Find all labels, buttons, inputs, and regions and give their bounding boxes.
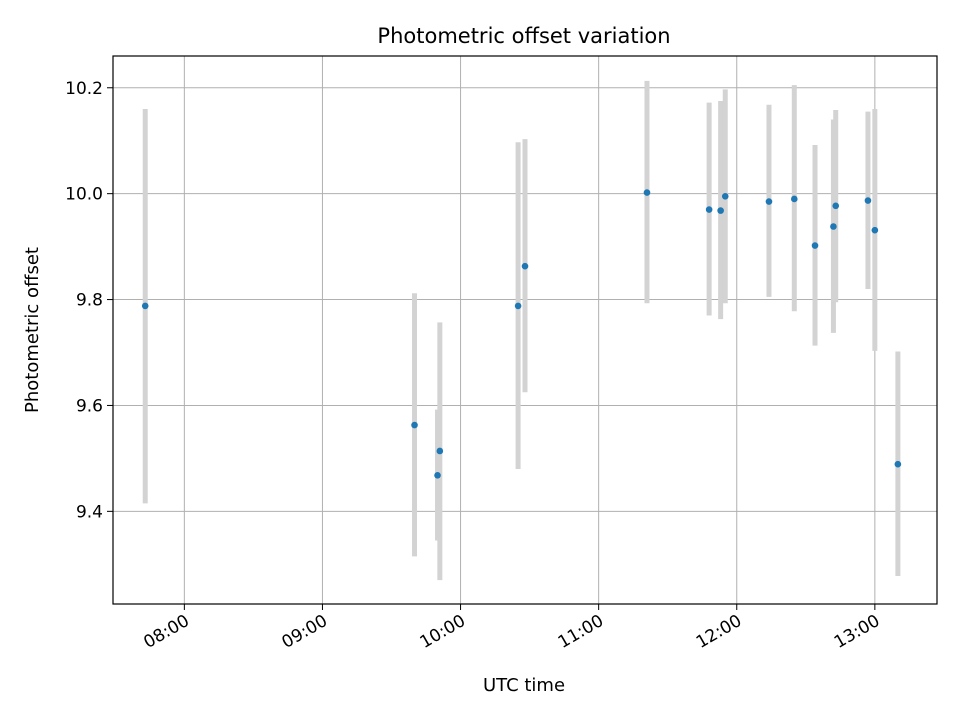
data-point: [434, 472, 441, 479]
data-point: [832, 202, 840, 210]
data-point: [790, 195, 798, 203]
data-point: [514, 302, 522, 310]
data-point: [721, 193, 729, 200]
data-point: [521, 262, 529, 270]
errorbar-layer: [142, 80, 901, 581]
x-tick-label: 08:00: [140, 611, 192, 653]
data-point: [864, 197, 872, 204]
data-point: [643, 189, 651, 196]
data-point: [141, 302, 149, 310]
y-tick-label: 9.6: [76, 396, 103, 416]
data-point: [705, 206, 713, 213]
y-axis-label: Photometric offset: [22, 247, 43, 413]
data-point: [436, 447, 444, 455]
y-tick-label: 10.0: [65, 185, 103, 205]
x-tick-label: 12:00: [693, 611, 745, 653]
y-tick-label: 9.8: [76, 291, 103, 311]
x-tick-label: 11:00: [555, 611, 607, 653]
plot-frame: [112, 55, 938, 605]
x-axis-label: UTC time: [483, 675, 565, 696]
chart-title: Photometric offset variation: [377, 24, 670, 48]
point-layer: [141, 189, 902, 479]
y-tick-label: 10.2: [65, 79, 103, 99]
x-tick-label: 09:00: [279, 611, 331, 653]
data-point: [717, 207, 724, 214]
data-point: [830, 223, 837, 230]
y-tick-label: 9.4: [76, 502, 103, 522]
x-tick-label: 13:00: [831, 611, 883, 653]
data-point: [411, 421, 418, 429]
data-point: [894, 460, 902, 468]
x-tick-label: 10:00: [417, 611, 469, 653]
data-point: [765, 198, 773, 205]
tick-layer: 08:00 09:00 10:00 11:00 12:00 13:00 9.4 9.6 9.8 1…: [65, 79, 883, 653]
data-point: [871, 226, 879, 234]
data-point: [811, 242, 819, 249]
